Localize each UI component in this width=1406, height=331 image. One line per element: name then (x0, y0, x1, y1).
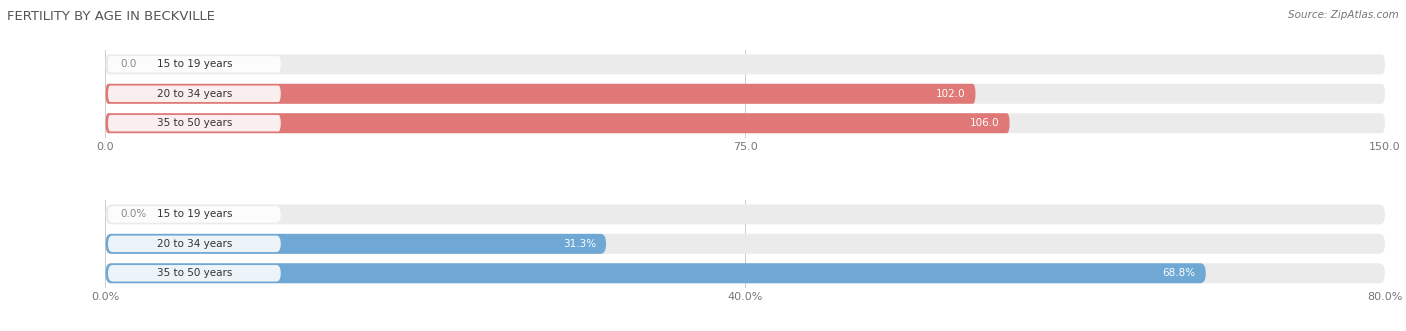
FancyBboxPatch shape (108, 56, 281, 72)
FancyBboxPatch shape (105, 263, 1385, 283)
FancyBboxPatch shape (105, 113, 1010, 133)
FancyBboxPatch shape (105, 205, 1385, 224)
FancyBboxPatch shape (108, 115, 281, 131)
Text: Source: ZipAtlas.com: Source: ZipAtlas.com (1288, 10, 1399, 20)
Text: 102.0: 102.0 (935, 89, 966, 99)
FancyBboxPatch shape (105, 234, 606, 254)
FancyBboxPatch shape (108, 85, 281, 102)
FancyBboxPatch shape (105, 84, 1385, 104)
FancyBboxPatch shape (108, 265, 281, 281)
Text: 20 to 34 years: 20 to 34 years (156, 89, 232, 99)
FancyBboxPatch shape (108, 236, 281, 252)
Text: 35 to 50 years: 35 to 50 years (156, 268, 232, 278)
Text: 15 to 19 years: 15 to 19 years (156, 59, 232, 70)
Text: 35 to 50 years: 35 to 50 years (156, 118, 232, 128)
Text: 31.3%: 31.3% (562, 239, 596, 249)
FancyBboxPatch shape (105, 113, 1385, 133)
Text: 0.0%: 0.0% (121, 210, 148, 219)
Text: 0.0: 0.0 (121, 59, 138, 70)
Text: FERTILITY BY AGE IN BECKVILLE: FERTILITY BY AGE IN BECKVILLE (7, 10, 215, 23)
FancyBboxPatch shape (105, 234, 1385, 254)
FancyBboxPatch shape (108, 206, 281, 223)
FancyBboxPatch shape (105, 84, 976, 104)
Text: 20 to 34 years: 20 to 34 years (156, 239, 232, 249)
Text: 106.0: 106.0 (970, 118, 1000, 128)
FancyBboxPatch shape (105, 263, 1206, 283)
Text: 68.8%: 68.8% (1163, 268, 1195, 278)
FancyBboxPatch shape (105, 54, 1385, 74)
Text: 15 to 19 years: 15 to 19 years (156, 210, 232, 219)
